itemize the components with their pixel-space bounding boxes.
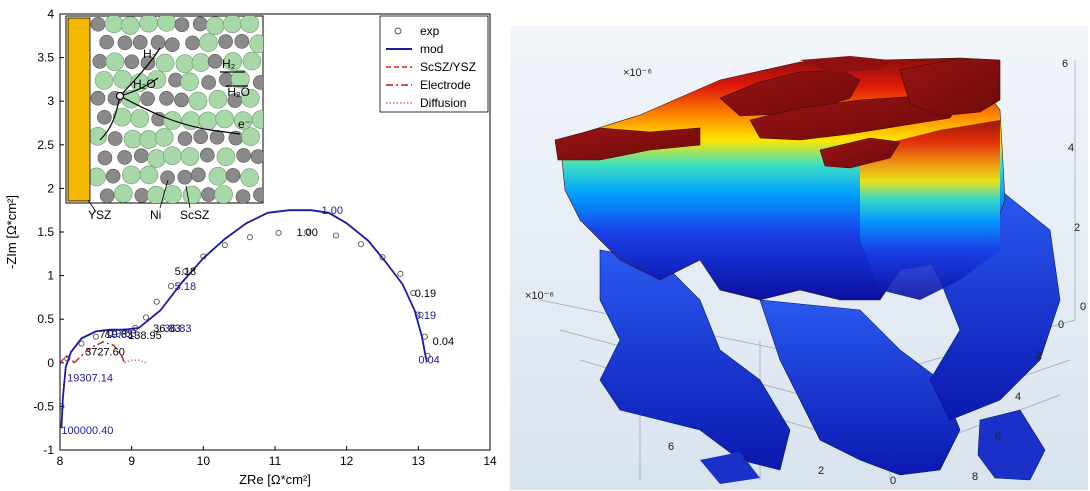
x-axis: 8 9 10 11 12 13 14 <box>57 446 497 468</box>
freq-label: 719.63 <box>99 329 133 341</box>
series-line-diffusion <box>124 359 147 364</box>
freq-label: 0.04 <box>433 336 454 348</box>
upper-structure <box>554 56 1006 301</box>
freq-label: 5.18 <box>175 281 196 293</box>
inset-label-h2-b: H₂ <box>222 57 236 71</box>
scale-label-left: ×10⁻⁶ <box>525 290 554 302</box>
y-tick-label: 3 <box>47 94 54 108</box>
freq-label: 1.00 <box>297 227 318 239</box>
inset-schematic: H₂ H₂O H₂ H₂O e⁻ YSZ Ni ScSZ <box>65 15 264 222</box>
y-tick-label: 2 <box>47 181 54 195</box>
inset-label-electron: e⁻ <box>238 117 251 131</box>
exp-point <box>417 311 424 318</box>
y-tick-label: 2.5 <box>37 138 54 152</box>
legend-marker-exp <box>394 27 402 35</box>
exp-point <box>153 298 160 305</box>
right-tick-0: 0 <box>1080 301 1086 313</box>
y-tick-label: 0.5 <box>37 312 54 326</box>
freq-label: 3727.60 <box>85 346 125 358</box>
front-tick-2: 2 <box>818 465 824 477</box>
freq-label: 19307.14 <box>67 373 113 385</box>
exp-point <box>275 229 282 236</box>
x-tick-label: 12 <box>340 454 354 468</box>
x-tick-label: 10 <box>197 454 211 468</box>
freq-label: 138.95 <box>128 330 162 342</box>
exp-point <box>357 241 365 248</box>
inset-label-ni: Ni <box>150 208 161 222</box>
y-axis-label: -ZIm [Ω*cm²] <box>4 195 19 269</box>
freq-label: 0.19 <box>415 288 436 300</box>
depth-tick-4: 4 <box>1015 391 1021 403</box>
y-tick-label: -0.5 <box>33 399 54 413</box>
legend-label-mod: mod <box>420 42 443 56</box>
front-tick-6: 6 <box>668 441 674 453</box>
scale-label-top: ×10⁻⁶ <box>623 67 652 79</box>
legend: exp mod ScSZ/YSZ Electrode Diffusion <box>379 15 489 113</box>
freq-label: 0.19 <box>415 310 436 322</box>
series-layer <box>60 209 431 429</box>
exp-point <box>221 242 228 249</box>
depth-tick-0: 0 <box>1058 319 1064 331</box>
series-line-electrode <box>73 341 126 364</box>
inset-label-h2o-a: H₂O <box>133 77 156 91</box>
x-tick-label: 11 <box>269 454 282 468</box>
y-tick-label: 3.5 <box>37 51 54 65</box>
legend-label-electrode: Electrode <box>420 78 471 92</box>
inset-label-scsz: ScSZ <box>180 208 209 222</box>
freq-label: 36.83 <box>164 323 192 335</box>
inset-label-h2-a: H₂ <box>143 47 157 61</box>
exp-point <box>78 340 85 347</box>
nyquist-chart: 8 9 10 11 12 13 14 -1 -0.5 0 0.5 1 1.5 2 2.5 3 3.5 4 ZRe… <box>4 7 497 487</box>
legend-label-exp: exp <box>420 24 440 38</box>
depth-tick-2: 2 <box>1036 350 1042 362</box>
x-tick-label: 8 <box>57 454 64 468</box>
y-tick-label: 1.5 <box>37 225 54 239</box>
exp-point <box>182 268 189 275</box>
depth-tick-6: 6 <box>995 431 1001 443</box>
depth-tick-8: 8 <box>972 471 978 483</box>
freq-label: 100000.40 <box>61 425 113 437</box>
exp-point <box>246 234 253 241</box>
y-tick-label: 0 <box>47 356 54 370</box>
front-tick-4: 4 <box>743 453 749 465</box>
inset-label-h2o-b: H₂O <box>227 85 250 99</box>
freq-label: 5.18 <box>175 266 196 278</box>
legend-label-scsz: ScSZ/YSZ <box>420 60 476 74</box>
series-line-scszysz <box>60 355 75 364</box>
series-line-mod <box>60 209 428 429</box>
freq-label: 36.83 <box>153 323 181 335</box>
freq-label: 0.04 <box>418 354 439 366</box>
front-tick-0: 0 <box>890 475 896 487</box>
exp-point <box>379 254 386 261</box>
freq-label: 1.00 <box>322 205 343 217</box>
exp-point <box>142 314 150 321</box>
exp-point <box>92 333 99 340</box>
exp-point <box>332 232 339 239</box>
right-tick-6: 6 <box>1062 58 1068 70</box>
exp-point <box>60 403 65 410</box>
render-background <box>510 26 1088 490</box>
freq-label: 719.63 <box>103 328 137 340</box>
annotation-layer: 1.00 1.00 5.18 5.18 0.19 0.19 0.04 0.04 36.8336.… <box>61 205 454 437</box>
exp-point <box>410 289 417 297</box>
x-tick-label: 9 <box>128 454 135 468</box>
render-axis-labels: ×10⁻⁶ ×10⁻⁶ 6 4 2 0 6 4 2 0 0 2 4 6 8 <box>525 58 1086 487</box>
x-tick-label: 14 <box>483 454 497 468</box>
right-tick-4: 4 <box>1068 142 1074 154</box>
legend-label-diffusion: Diffusion <box>420 96 466 110</box>
exp-point <box>168 283 175 290</box>
x-tick-label: 13 <box>412 454 426 468</box>
exp-point <box>397 270 404 277</box>
right-tick-2: 2 <box>1074 222 1080 234</box>
y-tick-label: 4 <box>47 7 54 21</box>
axes-grid <box>539 60 1076 480</box>
y-tick-label: 1 <box>47 269 54 283</box>
y-axis: -1 -0.5 0 0.5 1 1.5 2 2.5 3 3.5 4 <box>33 7 64 457</box>
inset-label-ysz: YSZ <box>88 208 111 222</box>
ysz-layer <box>67 17 91 202</box>
exp-point <box>304 228 311 236</box>
lower-structure <box>599 189 1061 484</box>
x-axis-label: ZRe [Ω*cm²] <box>239 472 311 487</box>
y-tick-label: -1 <box>43 443 54 457</box>
